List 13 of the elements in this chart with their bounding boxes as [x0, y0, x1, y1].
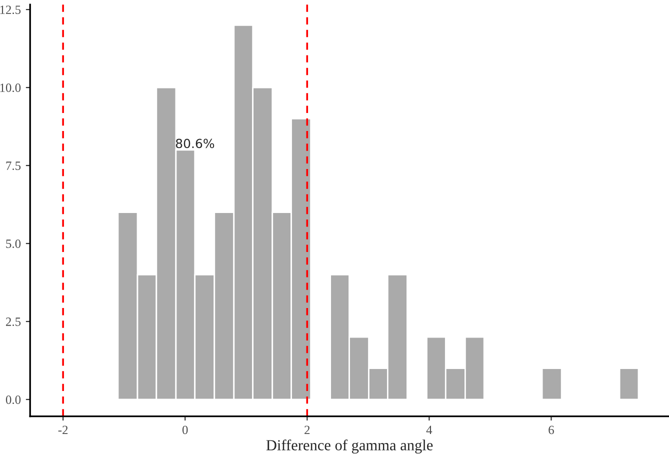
annotation: 80.6% — [176, 138, 214, 148]
y-tick-label: 7.5 — [6, 162, 21, 170]
y-tick-label: 12.5 — [0, 6, 21, 14]
x-tick-label: 0 — [182, 426, 188, 434]
y-tick-label: 2.5 — [6, 318, 21, 326]
y-tick-label: 0.0 — [6, 396, 21, 404]
x-tick-label: 4 — [426, 426, 432, 434]
y-tick-label: 10.0 — [0, 84, 21, 92]
x-axis-title: Difference of gamma angle — [266, 439, 433, 454]
x-tick-label: 2 — [304, 426, 310, 434]
y-tick-label: 5.0 — [6, 240, 21, 248]
x-tick-label: -2 — [58, 426, 68, 434]
x-tick-label: 6 — [548, 426, 554, 434]
